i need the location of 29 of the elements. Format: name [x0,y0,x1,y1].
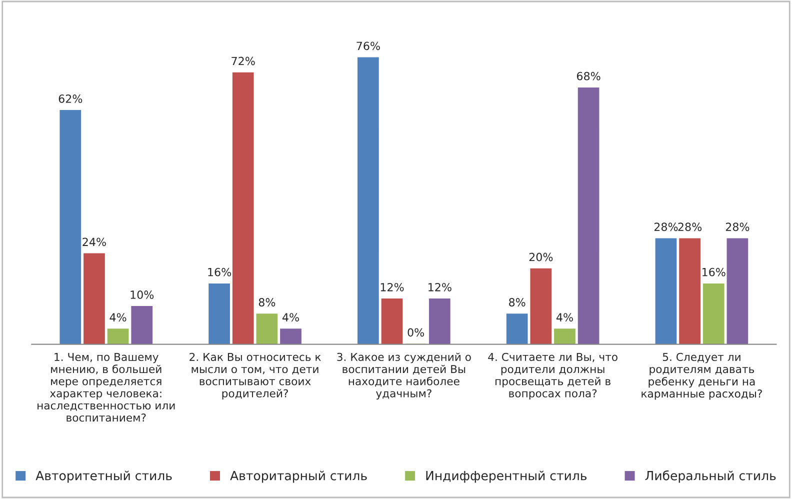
data-label: 76% [356,42,380,50]
legend-label: Индифферентный стиль [426,470,587,483]
data-label: 4% [110,313,126,322]
data-label: 12% [428,282,452,292]
data-label: 28% [726,222,750,232]
legend-label: Авторитарный стиль [230,470,367,483]
data-label: 4% [556,313,573,322]
x-tick-label: 1. Чем, по Вашему мнению, в большей мере определяется характер человека: наследственностью или воспитанием? [38,352,175,422]
data-label: 8% [509,298,526,306]
data-label: 28% [654,222,678,232]
data-label: 68% [576,72,600,80]
data-label: 28% [678,222,702,232]
data-label: 0% [408,328,424,337]
x-tick-label: 4. Считаете ли Вы, что родители должны просвещать детей в вопросах пола? [488,352,618,400]
data-label: 62% [58,94,82,103]
x-tick-label: 3. Какое из суждений о воспитании детей Вы находите наиболее удачным? [337,352,471,400]
data-label: 10% [130,290,154,299]
data-label: 12% [380,282,404,292]
data-label: 4% [282,313,299,322]
legend-label: Авторитетный стиль [36,470,172,483]
data-label: 16% [208,268,232,276]
x-tick-label: 2. Как Вы относитесь к мысли о том, что дети воспитывают своих родителей? [190,352,321,400]
data-label: 20% [529,252,553,262]
legend-label: Либеральный стиль [645,470,776,483]
x-tick-label: 5. Следует ли родителям давать ребенку деньги на карманные расходы? [642,352,762,400]
data-label: 8% [258,298,276,306]
data-label: 16% [702,268,726,276]
data-label: 72% [232,56,255,66]
data-label: 24% [82,238,106,246]
